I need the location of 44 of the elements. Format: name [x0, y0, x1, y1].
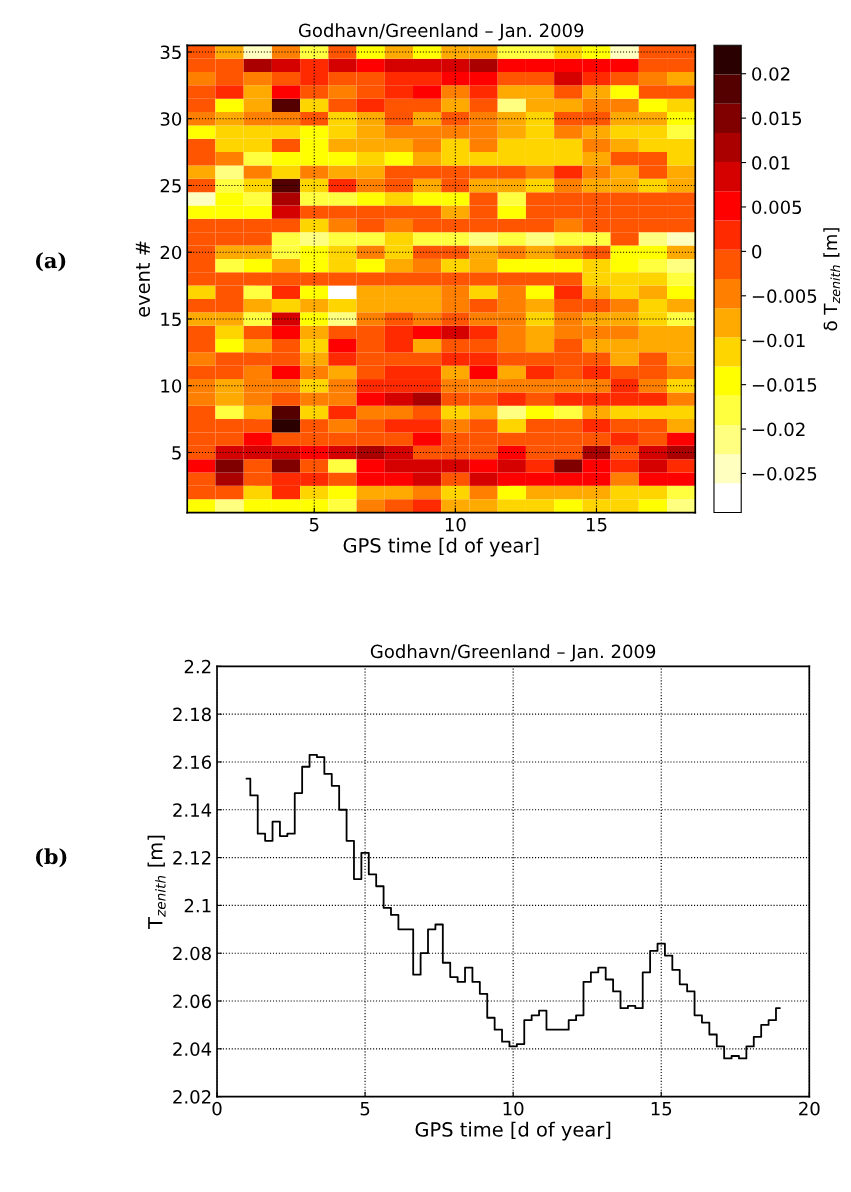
y-tick-label: 20 [160, 245, 182, 260]
color-bar-label: −0.025 [752, 466, 817, 481]
y-tick-label: 2.04 [173, 1042, 212, 1056]
x-tick-label: 15 [586, 517, 607, 532]
chart-title: Godhavn/Greenland – Jan. 2009 [370, 644, 656, 662]
x-axis-title: GPS time [d of year] [415, 1121, 611, 1141]
color-bar-label: −0.01 [752, 333, 805, 348]
color-bar-label: 0.015 [752, 111, 802, 126]
y-axis-title: T$_{zenith}$ [m] [147, 835, 166, 929]
y-tick-label: 2.02 [173, 1090, 211, 1104]
y-axis-title: event # [135, 241, 151, 317]
x-tick-label: 5 [360, 1102, 370, 1116]
y-tick-label: 2.1 [184, 898, 211, 913]
y-tick-label: 2.06 [173, 994, 212, 1009]
text: (b) [36, 848, 67, 868]
color-bar-title: δ T$_{zenith}$ [m] [823, 228, 841, 331]
color-bar-label: 0.005 [752, 200, 802, 215]
y-tick-label: 10 [161, 379, 182, 393]
color-bar-label: −0.015 [752, 378, 817, 392]
x-tick-label: 15 [651, 1102, 672, 1116]
y-tick-label: 25 [160, 178, 181, 193]
color-bar-label: 0.01 [752, 156, 790, 170]
y-tick-label: 2.14 [173, 803, 212, 817]
color-bar-label: −0.005 [752, 289, 817, 303]
y-tick-label: 2.12 [173, 851, 211, 865]
y-tick-label: 35 [160, 45, 181, 60]
x-axis-title: GPS time [d of year] [343, 537, 539, 557]
x-tick-label: 5 [309, 517, 319, 532]
color-bar-label: −0.02 [752, 422, 805, 437]
x-tick-label: 0 [212, 1101, 222, 1116]
color-bar-label: 0 [752, 244, 762, 259]
y-tick-label: 2.18 [173, 707, 211, 722]
x-tick-label: 20 [799, 1101, 820, 1116]
y-tick-label: 15 [161, 312, 181, 327]
y-tick-label: 30 [160, 112, 182, 126]
x-tick-label: 10 [503, 1101, 524, 1116]
y-tick-label: 2.2 [184, 659, 211, 674]
y-tick-label: 5 [172, 446, 181, 460]
y-tick-label: 2.16 [173, 755, 212, 770]
text: (a) [36, 252, 66, 272]
y-tick-label: 2.08 [173, 946, 211, 961]
color-bar-label: 0.02 [752, 67, 790, 81]
chart-title: Godhavn/Greenland – Jan. 2009 [298, 23, 584, 41]
x-tick-label: 10 [445, 517, 466, 532]
